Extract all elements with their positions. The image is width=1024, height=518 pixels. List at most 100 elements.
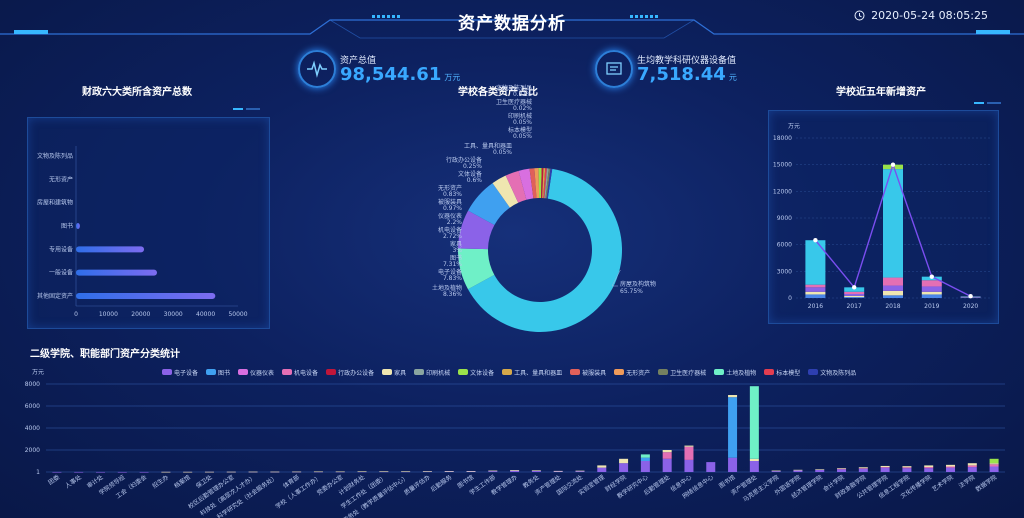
pie-slice bbox=[468, 168, 622, 333]
x-tick-label: 50000 bbox=[228, 311, 247, 318]
stack-segment bbox=[662, 458, 672, 472]
clock-icon bbox=[854, 10, 865, 21]
stack-segment bbox=[946, 464, 956, 467]
pie-slice bbox=[538, 168, 542, 199]
legend-item[interactable]: 卫生医疗器械 bbox=[658, 366, 706, 378]
legend-item[interactable]: 仪器仪表 bbox=[238, 366, 274, 378]
category-label: 图书 bbox=[61, 222, 73, 230]
y-tick-label: 15000 bbox=[773, 162, 792, 169]
x-tick-label: 20000 bbox=[131, 311, 150, 318]
datetime: 2020-05-24 08:05:25 bbox=[854, 9, 988, 22]
slice-pct: 0.25% bbox=[463, 163, 482, 170]
instrument-icon bbox=[595, 50, 633, 88]
stack-segment bbox=[805, 294, 826, 298]
legend-label: 行政办公设备 bbox=[338, 369, 375, 377]
legend-swatch bbox=[614, 369, 625, 375]
legend-swatch bbox=[458, 369, 469, 375]
stack-segment bbox=[837, 469, 847, 472]
legend-item[interactable]: 文体设备 bbox=[458, 366, 494, 378]
stack-segment bbox=[946, 467, 956, 472]
legend-label: 图书 bbox=[218, 369, 231, 377]
trend-point bbox=[890, 162, 896, 167]
legend-item[interactable]: 家具 bbox=[382, 366, 406, 378]
legend-item[interactable]: 被服装具 bbox=[570, 366, 606, 378]
y-tick-label: 18000 bbox=[773, 135, 792, 142]
legend-label: 工具、量具和器皿 bbox=[514, 369, 563, 377]
stack-segment bbox=[74, 471, 84, 473]
stack-segment bbox=[226, 471, 236, 473]
y-tick-label: 4000 bbox=[25, 425, 40, 432]
stack-segment bbox=[684, 459, 694, 472]
kpi-label: 生均教学科研仪器设备值 bbox=[637, 56, 737, 66]
kpi-unit: 元 bbox=[728, 73, 737, 82]
slice-label: 家具 bbox=[450, 240, 462, 248]
kpi-number: 98,544.61 bbox=[340, 64, 442, 85]
x-tick-label: 2016 bbox=[808, 303, 823, 310]
center-panel-title: 学校各类资产占比 bbox=[458, 87, 538, 98]
legend-item[interactable]: 土地及植物 bbox=[714, 366, 756, 378]
bar bbox=[76, 223, 80, 229]
slice-pct: 65.75% bbox=[620, 288, 643, 295]
legend-swatch bbox=[206, 369, 217, 375]
legend-item[interactable]: 电子设备 bbox=[162, 366, 198, 378]
stack-segment bbox=[749, 458, 759, 461]
stack-segment bbox=[444, 471, 454, 472]
slice-pct: 0.05% bbox=[513, 119, 532, 126]
slice-pct: 3% bbox=[452, 247, 462, 254]
x-tick-label: 马克思主义学院 bbox=[741, 473, 780, 504]
stack-segment bbox=[837, 468, 847, 469]
bar bbox=[76, 293, 216, 299]
stack-segment bbox=[921, 286, 942, 292]
legend-swatch bbox=[382, 369, 393, 375]
slice-pct: 0.01% bbox=[513, 91, 532, 98]
x-tick-label: 后勤服务 bbox=[429, 473, 453, 493]
legend-item[interactable]: 标本模型 bbox=[764, 366, 800, 378]
legend-label: 文物及陈列品 bbox=[820, 369, 857, 377]
legend-swatch bbox=[764, 369, 775, 375]
y-unit: 万元 bbox=[788, 123, 800, 130]
leader-line bbox=[611, 269, 621, 287]
x-tick-label: 2018 bbox=[885, 303, 900, 310]
stack-segment bbox=[270, 471, 280, 473]
y-tick-label: 6000 bbox=[25, 403, 40, 410]
header: 资产数据分析 2020-05-24 08:05:25 bbox=[0, 0, 1024, 44]
x-tick-label: 2020 bbox=[963, 303, 978, 310]
slice-label: 标本模型 bbox=[508, 126, 532, 134]
stack-segment bbox=[204, 471, 214, 473]
legend-item[interactable]: 无形资产 bbox=[614, 366, 650, 378]
kpi-value: 7,518.44 元 bbox=[637, 64, 737, 85]
legend-label: 标本模型 bbox=[776, 369, 801, 377]
stack-segment bbox=[684, 446, 694, 460]
stack-segment bbox=[357, 471, 367, 472]
legend-item[interactable]: 工具、量具和器皿 bbox=[502, 366, 562, 378]
legend-item[interactable]: 印刷机械 bbox=[414, 366, 450, 378]
pie-slice bbox=[492, 175, 519, 208]
legend-item[interactable]: 文物及陈列品 bbox=[808, 366, 856, 378]
bar bbox=[76, 269, 157, 276]
stack-segment bbox=[466, 471, 476, 472]
slice-label: 行政办公设备 bbox=[446, 156, 482, 164]
stack-segment bbox=[967, 463, 977, 466]
stack-segment bbox=[880, 467, 890, 472]
slice-pct: 7.31% bbox=[443, 261, 462, 268]
category-label: 房屋和建筑物 bbox=[37, 199, 73, 207]
legend-item[interactable]: 行政办公设备 bbox=[326, 366, 374, 378]
slice-pct: 2.72% bbox=[443, 233, 462, 240]
pie-slice bbox=[505, 170, 527, 203]
category-label: 一般设备 bbox=[49, 269, 73, 277]
pie-slice bbox=[518, 168, 534, 200]
stack-segment bbox=[248, 471, 258, 473]
legend-item[interactable]: 机电设备 bbox=[282, 366, 318, 378]
pie-slice bbox=[529, 168, 537, 199]
stack-segment bbox=[95, 471, 105, 473]
stack-segment bbox=[553, 470, 563, 472]
slice-label: 印刷机械 bbox=[508, 112, 532, 120]
stack-segment bbox=[902, 466, 912, 468]
x-tick-label: 团委 bbox=[47, 473, 61, 486]
legend-label: 印刷机械 bbox=[426, 369, 451, 377]
trend-point bbox=[852, 285, 857, 290]
legend-item[interactable]: 图书 bbox=[206, 366, 230, 378]
legend-label: 机电设备 bbox=[294, 369, 319, 377]
stack-segment bbox=[771, 470, 781, 472]
